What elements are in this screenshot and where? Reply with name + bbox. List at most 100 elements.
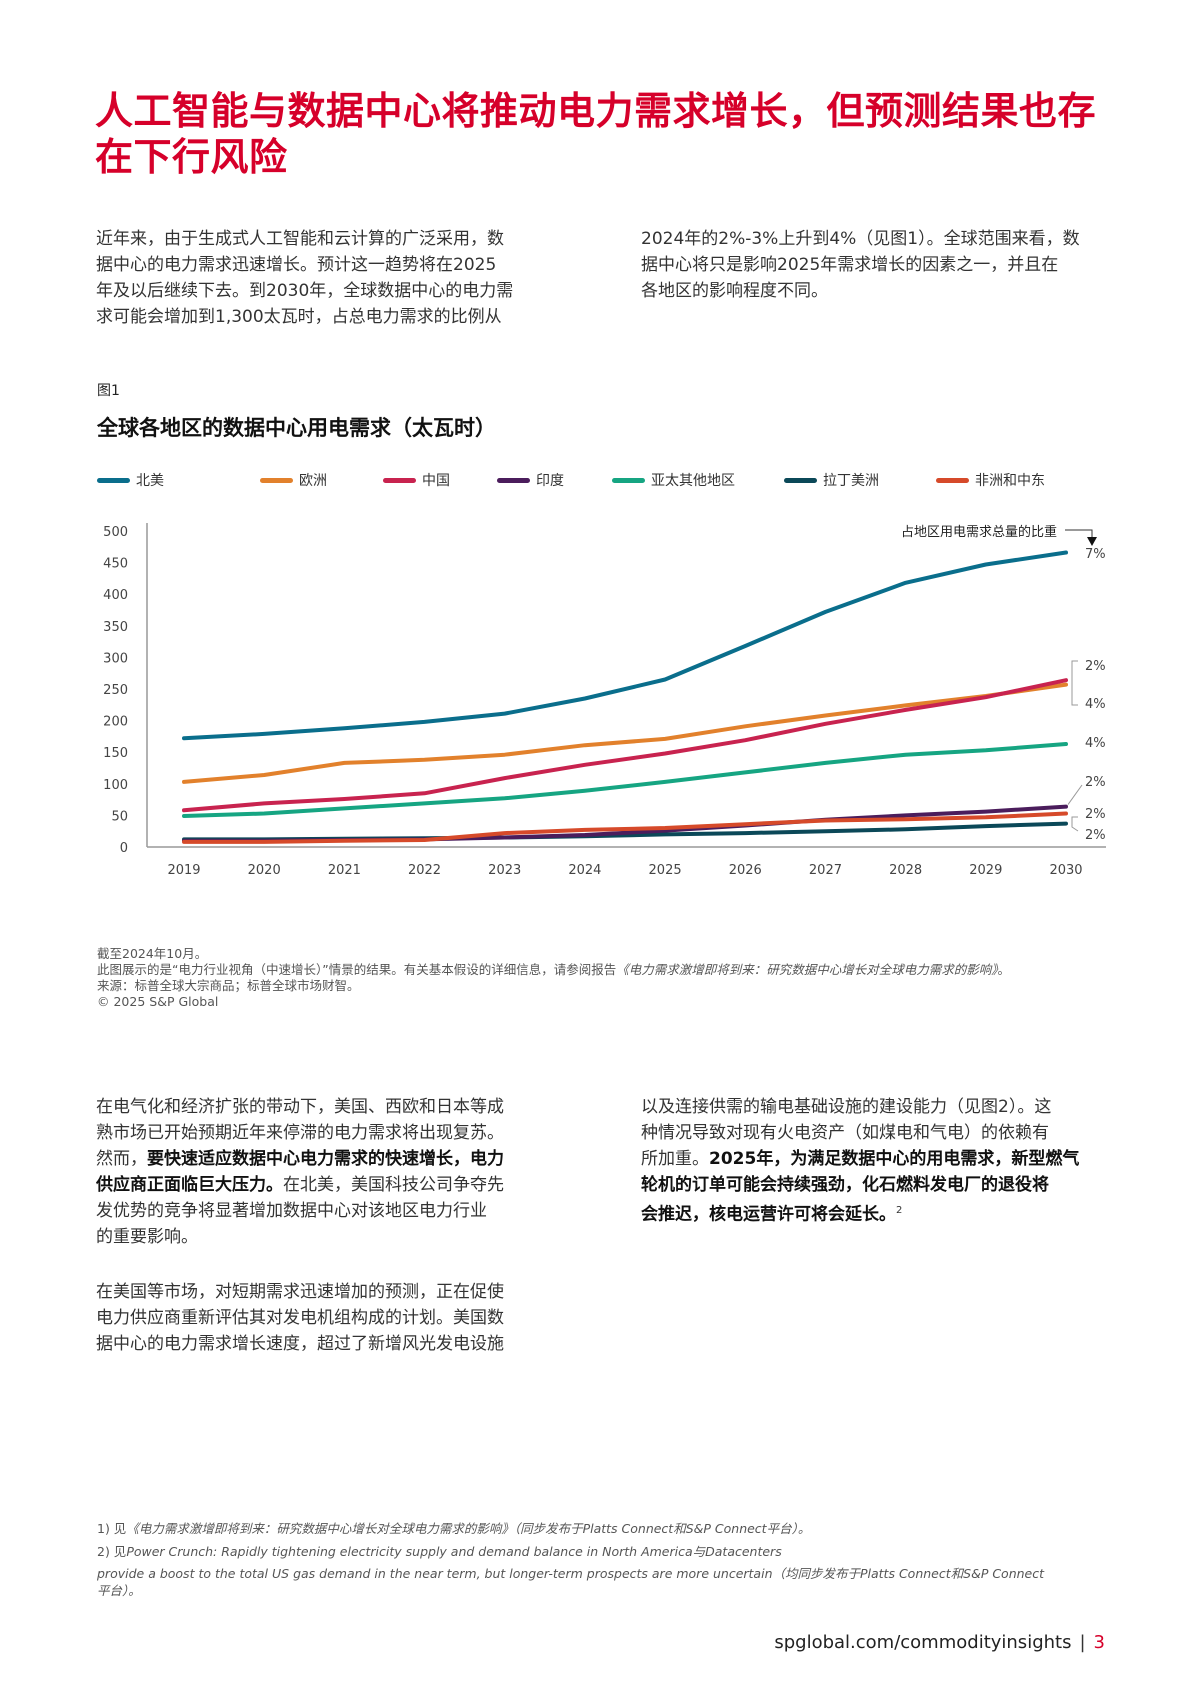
x-tick-label: 2023 [488,863,521,878]
x-tick-label: 2020 [248,863,281,878]
bracket [1071,660,1078,706]
note-text: 此图展示的是“电力行业视角（中速增长）”情景的结果。有关基本假设的详细信息，请参… [97,962,617,977]
y-tick-label: 150 [103,746,128,761]
footer-separator: | [1079,1632,1086,1653]
footer-url[interactable]: spglobal.com/commodityinsights [774,1632,1072,1653]
legend-item: 欧洲 [260,470,383,490]
y-tick-label: 250 [103,683,128,698]
legend-swatch [97,477,130,483]
text-line: 据中心的电力需求迅速增长。预计这一趋势将在2025 [96,255,497,275]
footnote-1: 1) 见《电力需求激增即将到来：研究数据中心增长对全球电力需求的影响》（同步发布… [97,1518,810,1537]
y-tick-label: 50 [111,809,128,824]
text-line: 近年来，由于生成式人工智能和云计算的广泛采用，数 [96,229,504,249]
text-segment: 电力供应商重新评估其对发电机组构成的计划。美国数 [96,1308,504,1328]
body-right-paragraph-1: 以及连接供需的输电基础设施的建设能力（见图2）。这 种情况导致对现有火电资产（如煤… [641,1094,1079,1228]
text-segment: 据中心的电力需求增长速度，超过了新增风光发电设施 [96,1334,504,1354]
page-footer: spglobal.com/commodityinsights | 3 [774,1632,1105,1653]
footnote-number: 2) 见 [97,1544,127,1559]
series-line-4 [182,742,1068,818]
y-tick-label: 400 [103,588,128,603]
legend-label: 中国 [422,473,450,489]
figure-number: 图1 [97,383,120,399]
text-segment: 轮机的订单可能会持续强劲，化石燃料发电厂的退役将 [641,1175,1049,1195]
x-tick-label: 2030 [1049,863,1082,878]
y-tick-label: 300 [103,651,128,666]
intro-right: 2024年的2%-3%上升到4%（见图1）。全球范围来看，数 据中心将只是影响2… [641,226,1080,304]
page-title: 人工智能与数据中心将推动电力需求增长，但预测结果也存 在下行风险 [95,88,1115,180]
text-line: 种情况导致对现有火电资产（如煤电和气电）的依赖有 [641,1120,1079,1146]
note-date: 截至2024年10月。 [97,946,208,961]
copyright: © 2025 S&P Global [97,994,219,1009]
share-label: 2% [1085,807,1106,822]
text-line: 供应商正面临巨大压力。在北美，美国科技公司争夺先 [96,1172,504,1198]
footnote-text: 平台）。 [97,1583,141,1598]
y-tick-label: 450 [103,557,128,572]
text-line: 据中心的电力需求增长速度，超过了新增风光发电设施 [96,1331,504,1357]
note-scenario: 此图展示的是“电力行业视角（中速增长）”情景的结果。有关基本假设的详细信息，请参… [97,962,1010,978]
text-line: 在电气化和经济扩张的带动下，美国、西欧和日本等成 [96,1094,504,1120]
share-label: 2% [1085,775,1106,790]
legend-swatch [383,477,416,483]
x-tick-label: 2024 [568,863,601,878]
series-line-2 [182,678,1068,813]
text-segment: 在美国等市场，对短期需求迅速增加的预测，正在促使 [96,1282,504,1302]
share-label: 2% [1085,659,1106,674]
text-line: 各地区的影响程度不同。 [641,281,828,301]
title-line: 在下行风险 [95,135,288,179]
legend-label: 亚太其他地区 [651,473,735,489]
x-tick-label: 2019 [167,863,200,878]
connector [1067,784,1083,805]
legend-swatch [784,477,817,483]
text-line: 求可能会增加到1,300太瓦时，占总电力需求的比例从 [96,307,502,327]
x-tick-label: 2029 [969,863,1002,878]
note-source: 来源：标普全球大宗商品；标普全球市场财智。 [97,978,360,993]
text-line: 发优势的竞争将显著增加数据中心对该地区电力行业 [96,1198,504,1224]
text-segment: 熟市场已开始预期近年来停滞的电力需求将出现复苏。 [96,1123,504,1143]
footnote-ref[interactable]: 2 [896,1205,903,1216]
legend-item: 非洲和中东 [936,470,1045,490]
legend-swatch [497,477,530,483]
body-left-paragraph-2: 在美国等市场，对短期需求迅速增加的预测，正在促使 电力供应商重新评估其对发电机组构… [96,1279,504,1357]
footnote-number: 1) 见 [97,1521,127,1536]
chart-legend: 北美 欧洲 中国 印度 亚太其他地区 拉丁美洲 非洲和中东 [97,470,1045,490]
text-segment: 在电气化和经济扩张的带动下，美国、西欧和日本等成 [96,1097,504,1117]
series-line-6 [182,811,1068,844]
legend-swatch [260,477,293,483]
text-line: 的重要影响。 [96,1224,504,1250]
y-tick-label: 500 [103,525,128,540]
y-tick-label: 200 [103,715,128,730]
text-segment: 在北美，美国科技公司争夺先 [283,1175,504,1195]
share-label: 4% [1085,697,1106,712]
legend-item: 北美 [97,470,260,490]
text-segment: 然而， [96,1149,147,1169]
x-tick-label: 2021 [328,863,361,878]
bracket [1071,816,1079,832]
footnote-2-cont: 平台）。 [97,1580,141,1599]
x-tick-label: 2027 [809,863,842,878]
title-line: 人工智能与数据中心将推动电力需求增长，但预测结果也存 [95,89,1097,133]
footnote-2-cont: provide a boost to the total US gas dema… [97,1563,1044,1582]
legend-item: 印度 [497,470,612,490]
legend-label: 印度 [536,473,564,489]
note-text: 。 [997,962,1010,977]
legend-label: 北美 [136,473,164,489]
legend-label: 非洲和中东 [975,473,1045,489]
share-label: 4% [1085,736,1106,751]
x-tick-label: 2026 [729,863,762,878]
text-line: 所加重。2025年，为满足数据中心的用电需求，新型燃气 [641,1146,1079,1172]
figure-notes: 截至2024年10月。 此图展示的是“电力行业视角（中速增长）”情景的结果。有关… [97,946,1010,1010]
share-header-connector [1065,529,1093,537]
intro-left: 近年来，由于生成式人工智能和云计算的广泛采用，数 据中心的电力需求迅速增长。预计… [96,226,513,330]
y-tick-label: 350 [103,620,128,635]
text-line: 2024年的2%-3%上升到4%（见图1）。全球范围来看，数 [641,229,1080,249]
share-label: 2% [1085,828,1106,843]
page-number: 3 [1093,1632,1105,1653]
series-line-1 [182,682,1068,784]
y-tick-label: 100 [103,778,128,793]
footnote-text: provide a boost to the total US gas dema… [97,1566,1045,1581]
text-line: 轮机的订单可能会持续强劲，化石燃料发电厂的退役将 [641,1172,1079,1198]
text-line: 熟市场已开始预期近年来停滞的电力需求将出现复苏。 [96,1120,504,1146]
legend-item: 中国 [383,470,497,490]
footnote-text: 《电力需求激增即将到来：研究数据中心增长对全球电力需求的影响》（同步发布于Pla… [126,1521,811,1536]
text-segment: 所加重。 [641,1149,709,1169]
